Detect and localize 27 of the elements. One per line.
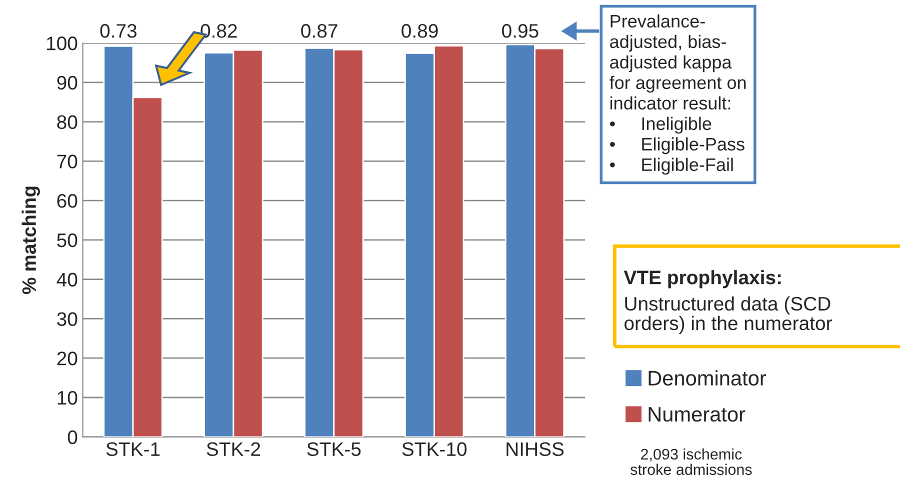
- x-tick-label: NIHSS: [506, 442, 564, 456]
- text: 0.89: [402, 24, 438, 38]
- y-tick-label: 20: [57, 352, 78, 366]
- y-tick-label: 10: [58, 390, 78, 405]
- x-tick-label: STK-1: [106, 442, 160, 456]
- text: VTE prophylaxis:: [624, 270, 781, 288]
- text: 2,093 ischemic stroke admissions: [630, 448, 752, 475]
- y-tick-label: 50: [57, 233, 78, 248]
- x-tick-label: STK-10: [402, 442, 467, 456]
- text: Unstructured data (SCD orders) in the numerator: [624, 296, 832, 334]
- legend-label: Denominator: [648, 370, 766, 386]
- text: 0.73: [100, 24, 137, 38]
- y-tick-label: 30: [57, 312, 78, 326]
- x-tick-label: STK-5: [307, 442, 361, 456]
- y-tick-label: 70: [57, 154, 78, 168]
- y-axis-title: % matching: [22, 186, 40, 294]
- y-tick-label: 60: [57, 194, 78, 208]
- text: 0.87: [301, 24, 338, 38]
- y-tick-label: 80: [57, 115, 78, 130]
- y-tick-label: 90: [57, 76, 78, 90]
- y-tick-label: 100: [46, 36, 78, 50]
- x-tick-label: STK-2: [206, 442, 260, 456]
- y-tick-label: 40: [56, 272, 78, 287]
- y-tick-label: 0: [68, 430, 78, 444]
- text: 0.95: [502, 24, 538, 38]
- text: Prevalance- adjusted, bias- adjusted kappa for agreement on indicator result: • Ineligible • Eligible-Pass • Eligible-Fail: [610, 14, 746, 175]
- legend-label: Numerator: [648, 407, 746, 422]
